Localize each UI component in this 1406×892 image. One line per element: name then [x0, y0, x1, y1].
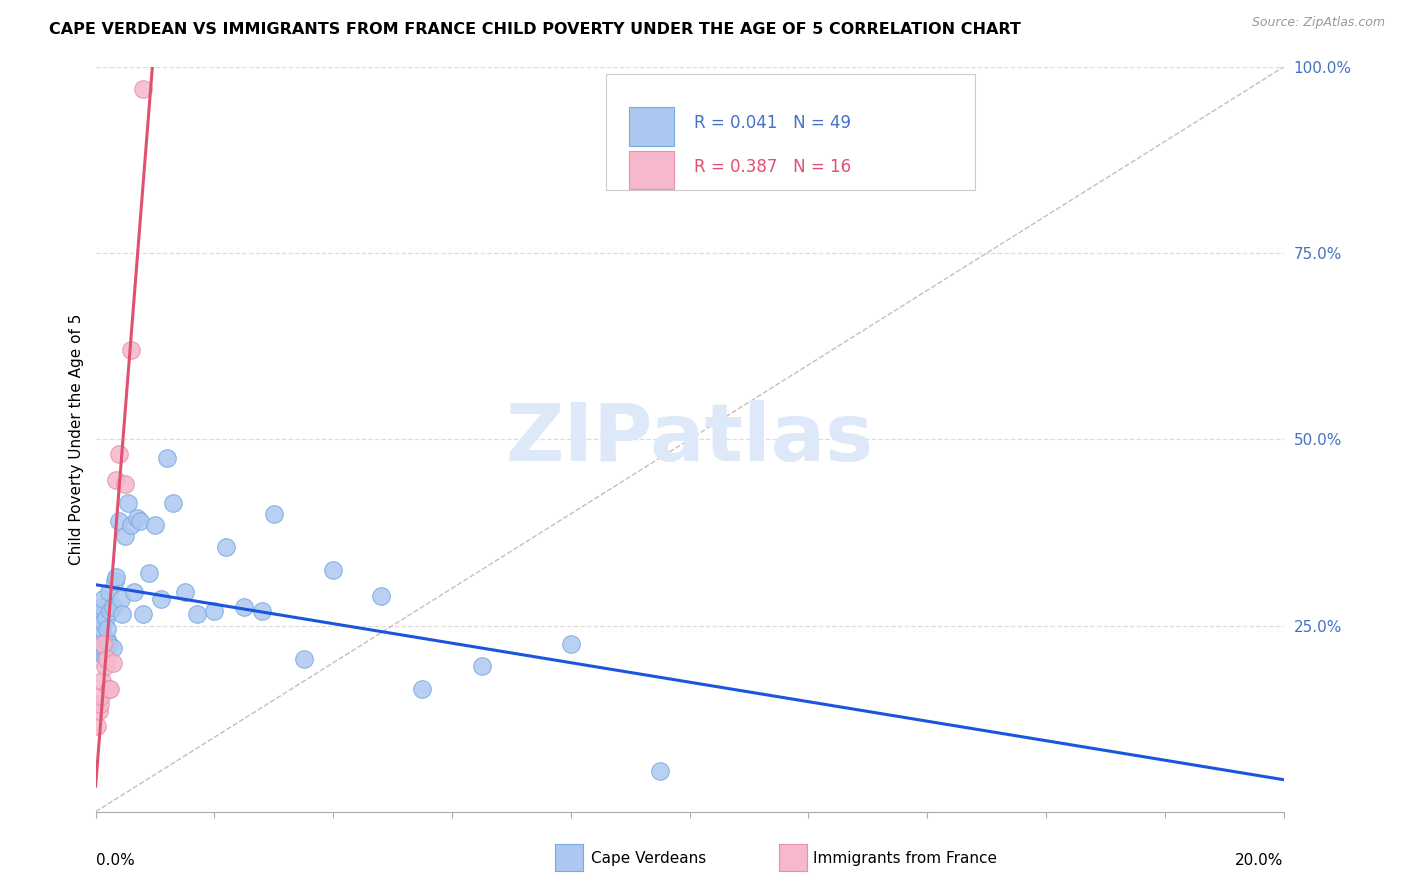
- Point: [127, 510, 149, 524]
- Point: [560, 637, 582, 651]
- Point: [471, 659, 494, 673]
- Point: [103, 640, 125, 655]
- Point: [263, 507, 285, 521]
- Point: [250, 604, 273, 618]
- FancyBboxPatch shape: [628, 151, 675, 189]
- Point: [97, 585, 120, 599]
- Point: [91, 637, 114, 651]
- Point: [87, 704, 110, 718]
- Point: [122, 585, 145, 599]
- FancyBboxPatch shape: [606, 74, 974, 190]
- Point: [93, 659, 115, 673]
- Point: [86, 630, 108, 644]
- Point: [96, 622, 118, 636]
- Point: [648, 764, 671, 778]
- Text: 0.0%: 0.0%: [96, 853, 135, 868]
- Point: [93, 644, 115, 658]
- Point: [215, 541, 238, 555]
- Point: [108, 514, 131, 528]
- Point: [89, 697, 111, 711]
- Point: [96, 611, 118, 625]
- Point: [105, 570, 128, 584]
- Point: [103, 656, 125, 670]
- Y-axis label: Child Poverty Under the Age of 5: Child Poverty Under the Age of 5: [69, 314, 84, 565]
- Point: [91, 592, 114, 607]
- Point: [114, 477, 136, 491]
- Point: [132, 82, 155, 96]
- Point: [90, 599, 112, 614]
- Text: Immigrants from France: Immigrants from France: [813, 851, 997, 865]
- Point: [129, 514, 152, 528]
- Point: [86, 719, 108, 733]
- Point: [105, 473, 128, 487]
- Point: [103, 599, 125, 614]
- Point: [143, 518, 166, 533]
- Point: [87, 607, 110, 622]
- Text: Cape Verdeans: Cape Verdeans: [591, 851, 706, 865]
- Point: [156, 450, 179, 465]
- Point: [117, 495, 139, 509]
- Point: [90, 622, 112, 636]
- Point: [233, 599, 256, 614]
- Point: [90, 690, 112, 704]
- Text: CAPE VERDEAN VS IMMIGRANTS FROM FRANCE CHILD POVERTY UNDER THE AGE OF 5 CORRELAT: CAPE VERDEAN VS IMMIGRANTS FROM FRANCE C…: [49, 22, 1021, 37]
- Point: [186, 607, 208, 622]
- Point: [292, 652, 315, 666]
- Text: R = 0.041   N = 49: R = 0.041 N = 49: [695, 114, 852, 132]
- Point: [96, 633, 118, 648]
- Point: [89, 644, 111, 658]
- Point: [100, 681, 122, 696]
- Text: 20.0%: 20.0%: [1236, 853, 1284, 868]
- Point: [98, 637, 121, 651]
- Point: [97, 681, 120, 696]
- FancyBboxPatch shape: [628, 107, 675, 146]
- Point: [104, 574, 127, 588]
- Point: [173, 585, 195, 599]
- Point: [93, 652, 115, 666]
- Point: [91, 615, 114, 629]
- Text: ZIPatlas: ZIPatlas: [506, 401, 873, 478]
- Point: [100, 604, 122, 618]
- Text: R = 0.387   N = 16: R = 0.387 N = 16: [695, 158, 852, 176]
- Point: [411, 681, 433, 696]
- Point: [120, 343, 142, 357]
- Point: [110, 592, 132, 607]
- Point: [111, 607, 134, 622]
- Point: [322, 563, 344, 577]
- Point: [370, 589, 392, 603]
- Point: [120, 518, 142, 533]
- Text: Source: ZipAtlas.com: Source: ZipAtlas.com: [1251, 16, 1385, 29]
- Point: [96, 652, 118, 666]
- Point: [204, 604, 226, 618]
- Point: [138, 566, 160, 581]
- Point: [132, 607, 155, 622]
- Point: [149, 592, 172, 607]
- Point: [108, 447, 131, 461]
- Point: [162, 495, 184, 509]
- Point: [114, 529, 136, 543]
- Point: [90, 674, 112, 689]
- Point: [89, 637, 111, 651]
